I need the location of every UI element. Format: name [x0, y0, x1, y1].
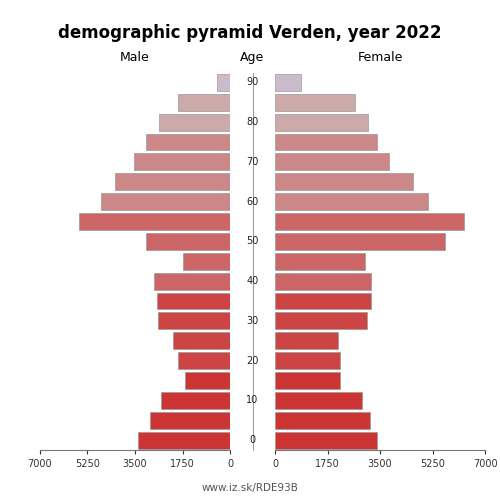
Bar	[275, 412, 370, 428]
Bar	[275, 134, 377, 150]
Bar	[275, 74, 301, 91]
Text: Age: Age	[240, 51, 264, 64]
Text: 60: 60	[246, 196, 258, 206]
Bar	[146, 233, 230, 250]
Bar	[275, 253, 365, 270]
Text: 20: 20	[246, 356, 258, 366]
Text: 10: 10	[246, 396, 258, 406]
Bar	[160, 114, 230, 130]
Bar	[275, 233, 444, 250]
Text: 90: 90	[246, 78, 258, 88]
Text: 50: 50	[246, 236, 258, 246]
Bar	[178, 94, 230, 110]
Bar	[275, 213, 464, 230]
Bar	[275, 352, 340, 369]
Text: 30: 30	[246, 316, 258, 326]
Bar	[275, 372, 340, 389]
Bar	[154, 272, 230, 289]
Bar	[161, 392, 230, 409]
Bar	[275, 154, 389, 170]
Bar	[275, 312, 366, 330]
Bar	[146, 134, 230, 150]
Text: Female: Female	[358, 51, 403, 64]
Text: 80: 80	[246, 117, 258, 127]
Bar	[178, 352, 230, 369]
Bar	[275, 174, 413, 190]
Bar	[138, 432, 230, 448]
Text: 70: 70	[246, 157, 258, 167]
Text: Male: Male	[120, 51, 150, 64]
Bar	[80, 213, 230, 230]
Bar	[275, 114, 368, 130]
Bar	[134, 154, 230, 170]
Bar	[275, 332, 338, 349]
Text: 0: 0	[250, 435, 256, 445]
Bar	[275, 432, 377, 448]
Bar	[173, 332, 230, 349]
Bar	[158, 312, 230, 330]
Bar	[275, 272, 371, 289]
Text: www.iz.sk/RDE93B: www.iz.sk/RDE93B	[202, 482, 298, 492]
Text: demographic pyramid Verden, year 2022: demographic pyramid Verden, year 2022	[58, 24, 442, 42]
Bar	[275, 392, 362, 409]
Bar	[275, 193, 428, 210]
Bar	[275, 292, 371, 310]
Bar	[185, 372, 230, 389]
Bar	[182, 253, 230, 270]
Bar	[217, 74, 230, 91]
Bar	[156, 292, 230, 310]
Bar	[150, 412, 230, 428]
Bar	[101, 193, 230, 210]
Text: 40: 40	[246, 276, 258, 286]
Bar	[114, 174, 230, 190]
Bar	[275, 94, 354, 110]
